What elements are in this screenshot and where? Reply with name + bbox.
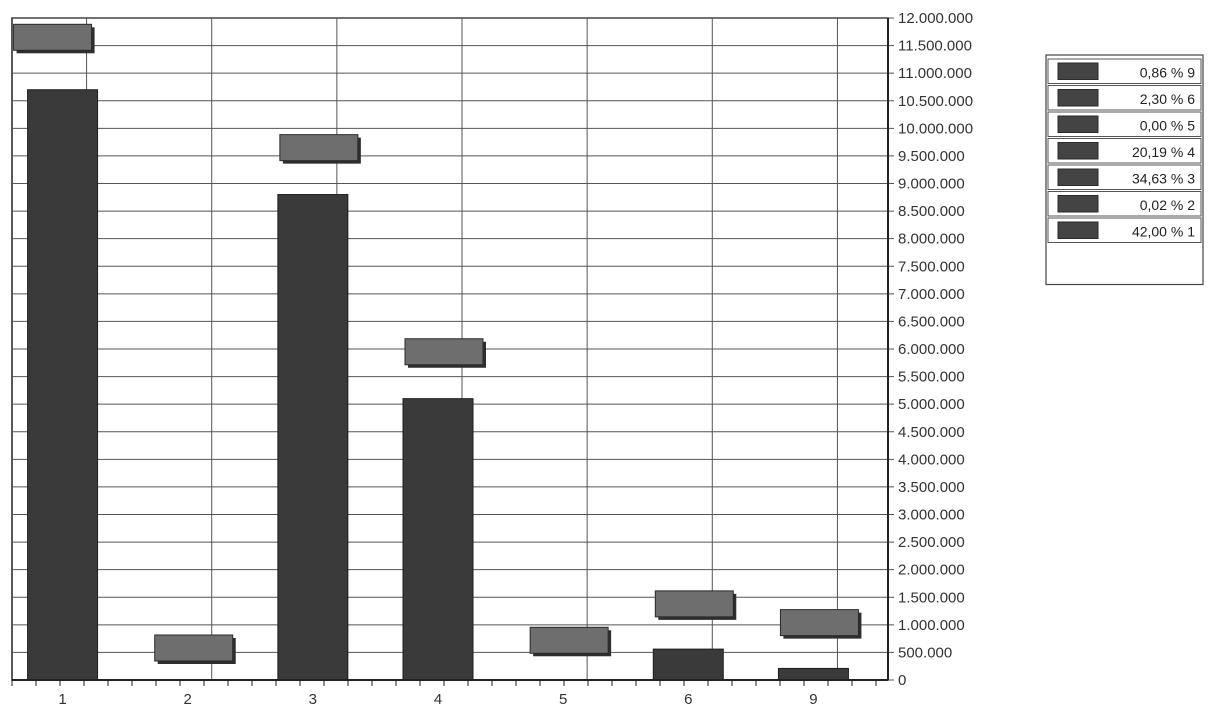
legend-row [1047, 217, 1202, 243]
legend-entry-label: 0,00 % 5 [1140, 118, 1195, 134]
data-label-box [529, 626, 609, 654]
x-tick-label: 9 [809, 691, 817, 708]
axis-layer: 0 500.000 1.000.000 1.500.000 2.000.000 2.500… [11, 10, 973, 708]
y-tick-label: 9.500.000 [898, 148, 965, 165]
legend-swatch [1057, 89, 1099, 107]
legend-row [1047, 58, 1202, 84]
data-label-boxes [13, 23, 862, 665]
legend-swatch [1057, 168, 1099, 186]
y-tick-label: 1.000.000 [898, 617, 965, 634]
legend-entry-label: 2,30 % 6 [1140, 91, 1195, 107]
y-tick-label: 4.500.000 [898, 424, 965, 441]
y-tick-label: 1.500.000 [898, 589, 965, 606]
bar-6 [652, 648, 724, 681]
y-tick-label: 2.000.000 [898, 562, 965, 579]
y-tick-label: 11.500.000 [898, 38, 972, 55]
legend-entry-label: 42,00 % 1 [1132, 224, 1195, 240]
y-tick-label: 2.500.000 [898, 534, 965, 551]
y-tick-label: 0 [898, 672, 906, 689]
legend-row [1047, 164, 1202, 190]
y-tick-label: 5.500.000 [898, 369, 965, 386]
y-tick-label: 5.000.000 [898, 396, 965, 413]
x-tick-label: 5 [559, 691, 567, 708]
y-tick-label: 7.000.000 [898, 286, 965, 303]
legend-entry-label: 0,02 % 2 [1140, 197, 1195, 213]
y-tick-label: 6.000.000 [898, 341, 965, 358]
bar-1 [27, 89, 99, 681]
legend-row [1047, 85, 1202, 111]
bar-3 [277, 194, 349, 681]
legend-entry-label: 0,86 % 9 [1140, 65, 1195, 81]
legend-row [1047, 191, 1202, 217]
x-tick-label: 6 [684, 691, 692, 708]
legend-entry-label: 34,63 % 3 [1132, 171, 1195, 187]
data-label-box [404, 338, 484, 366]
legend-row [1047, 138, 1202, 164]
x-tick-label: 3 [309, 691, 317, 708]
legend-swatch [1057, 115, 1099, 133]
data-label-box [154, 634, 234, 662]
x-tick-label: 2 [184, 691, 192, 708]
y-tick-label: 10.000.000 [898, 120, 973, 137]
y-tick-label: 10.500.000 [898, 93, 973, 110]
y-tick-label: 500.000 [898, 644, 952, 661]
x-tick-label: 4 [434, 691, 442, 708]
data-label-box [779, 609, 859, 637]
data-label-box [654, 590, 734, 618]
legend-swatch [1057, 142, 1099, 160]
y-tick-label: 6.500.000 [898, 313, 965, 330]
y-tick-label: 9.000.000 [898, 176, 965, 193]
y-tick-label: 11.000.000 [898, 65, 972, 82]
y-tick-label: 3.500.000 [898, 479, 965, 496]
legend-swatch [1057, 195, 1099, 213]
bars-layer [27, 89, 849, 681]
bar-4 [402, 398, 474, 681]
legend-swatch [1057, 221, 1099, 239]
x-tick-label: 1 [58, 691, 66, 708]
legend-swatch [1057, 62, 1099, 80]
y-tick-label: 8.500.000 [898, 203, 965, 220]
data-label-box [279, 134, 359, 162]
legend: 0,86 % 9 2,30 % 6 0,00 % 5 20,19 % 4 34,63 %… [1045, 54, 1204, 286]
legend-row [1047, 111, 1202, 137]
bar-9 [777, 667, 849, 681]
y-tick-label: 12.000.000 [898, 10, 973, 27]
y-tick-label: 8.000.000 [898, 231, 965, 248]
y-tick-label: 7.500.000 [898, 258, 965, 275]
y-tick-label: 3.000.000 [898, 507, 965, 524]
legend-entry-label: 20,19 % 4 [1132, 144, 1195, 160]
y-tick-label: 4.000.000 [898, 451, 965, 468]
data-label-box [13, 23, 93, 51]
